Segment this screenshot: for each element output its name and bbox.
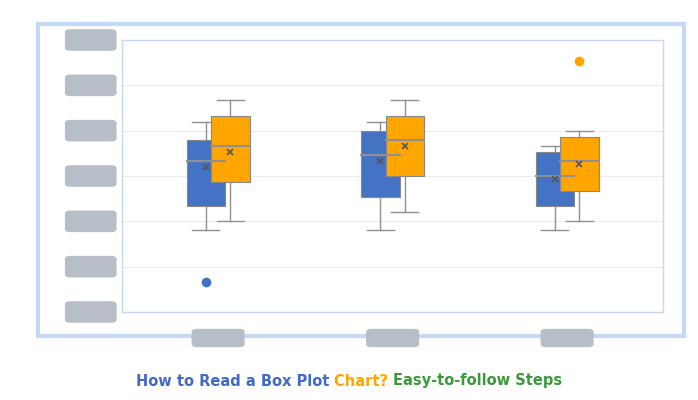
Bar: [186, 140, 225, 206]
Text: Chart?: Chart?: [334, 374, 393, 388]
Bar: [362, 131, 400, 197]
Text: Easy-to-follow Steps: Easy-to-follow Steps: [393, 374, 563, 388]
Bar: [536, 152, 574, 206]
Bar: [560, 137, 599, 191]
Bar: [385, 116, 424, 176]
Text: How to Read a Box Plot: How to Read a Box Plot: [135, 374, 334, 388]
Bar: [211, 116, 250, 182]
